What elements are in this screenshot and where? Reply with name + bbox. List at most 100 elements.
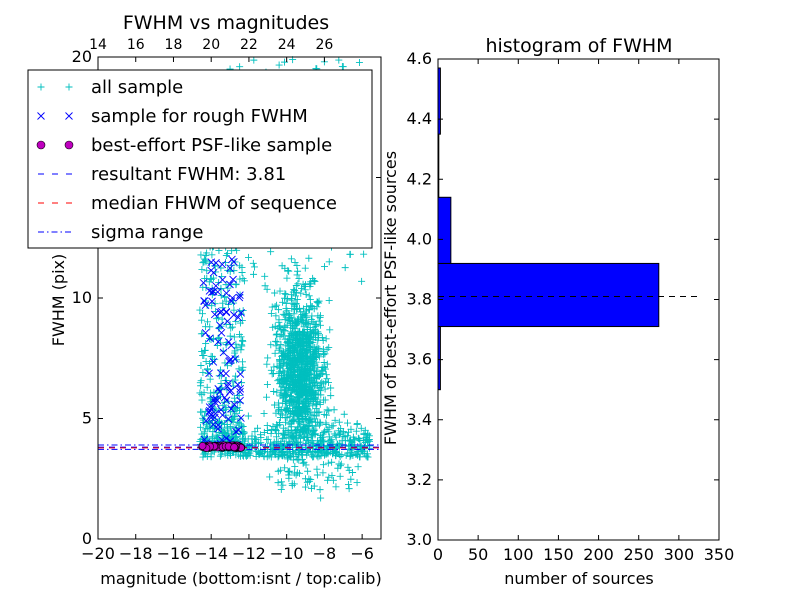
- all-sample-point: [278, 262, 286, 270]
- all-sample-point: [318, 364, 326, 371]
- rough-fwhm-sample-point: [235, 293, 244, 302]
- all-sample-point: [211, 355, 219, 363]
- all-sample-point: [276, 356, 284, 364]
- all-sample-point: [345, 485, 353, 493]
- all-sample-point: [284, 339, 292, 347]
- all-sample-point: [280, 359, 288, 367]
- all-sample-point: [250, 56, 258, 64]
- rough-fwhm-sample-point: [226, 280, 234, 289]
- all-sample-point: [197, 423, 205, 431]
- all-sample-point: [319, 380, 327, 388]
- all-sample-point: [281, 386, 289, 394]
- all-sample-point: [298, 313, 306, 321]
- all-sample-point: [288, 376, 296, 384]
- all-sample-point: [366, 442, 374, 450]
- all-sample-point: [198, 408, 206, 416]
- all-sample-point: [201, 412, 209, 420]
- rough-fwhm-sample-point: [236, 396, 244, 405]
- all-sample-point: [327, 438, 335, 446]
- all-sample-point: [307, 280, 315, 288]
- all-sample-point: [293, 296, 301, 304]
- all-sample-point: [292, 281, 300, 289]
- all-sample-point: [299, 332, 307, 340]
- all-sample-point: [238, 379, 246, 387]
- all-sample-point: [271, 302, 279, 310]
- top-x-tick-label: 18: [165, 37, 183, 53]
- all-sample-point: [339, 63, 347, 71]
- all-sample-point: [235, 420, 243, 428]
- all-sample-point: [268, 303, 276, 311]
- all-sample-point: [269, 423, 277, 431]
- all-sample-point: [198, 310, 206, 318]
- all-sample-point: [285, 310, 293, 318]
- all-sample-point: [275, 346, 283, 354]
- all-sample-point: [356, 453, 364, 461]
- all-sample-point: [325, 258, 333, 266]
- x-tick-label: −6: [350, 544, 374, 563]
- all-sample-point: [198, 390, 206, 398]
- all-sample-point: [331, 416, 339, 424]
- x-tick-label: −14: [194, 544, 228, 563]
- all-sample-point: [302, 410, 310, 418]
- all-sample-point: [267, 366, 275, 374]
- all-sample-point: [203, 267, 211, 275]
- rough-fwhm-sample-point: [223, 382, 232, 391]
- all-sample-point: [267, 309, 275, 317]
- all-sample-point: [250, 263, 258, 271]
- all-sample-point: [278, 383, 286, 391]
- all-sample-point: [218, 419, 226, 427]
- rough-fwhm-sample-point: [220, 393, 229, 402]
- all-sample-point: [320, 428, 328, 436]
- all-sample-point: [312, 401, 320, 409]
- all-sample-point: [300, 283, 308, 291]
- all-sample-point: [281, 58, 289, 66]
- legend-x-marker: [37, 112, 45, 120]
- all-sample-point: [244, 412, 252, 420]
- all-sample-point: [296, 352, 304, 360]
- all-sample-point: [300, 433, 308, 441]
- x-tick-label: −18: [119, 544, 153, 563]
- all-sample-point: [319, 367, 327, 375]
- all-sample-point: [273, 338, 281, 346]
- rough-fwhm-sample-point: [236, 291, 244, 299]
- all-sample-point: [228, 323, 236, 331]
- all-sample-point: [350, 436, 358, 444]
- all-sample-point: [344, 428, 352, 436]
- fwhm-vs-magnitudes-chart: −20 −18 −16 −14 −12 −10 −8 −6 14 16 18 20 22 24 26 0 5 10…: [27, 12, 382, 588]
- rough-fwhm-sample-point: [214, 421, 222, 430]
- all-sample-point: [340, 410, 348, 418]
- all-sample-point: [325, 344, 333, 352]
- all-sample-point: [293, 262, 301, 270]
- all-sample-point: [302, 312, 310, 320]
- all-sample-point: [353, 479, 361, 487]
- rough-fwhm-sample-point: [224, 338, 233, 346]
- all-sample-point: [231, 424, 239, 432]
- all-sample-point: [275, 370, 283, 378]
- all-sample-point: [230, 333, 238, 341]
- all-sample-point: [288, 482, 296, 490]
- all-sample-point: [303, 353, 311, 361]
- all-sample-point: [263, 360, 271, 368]
- legend-plus-marker: [37, 83, 45, 91]
- all-sample-point: [294, 408, 302, 416]
- all-sample-point: [230, 407, 238, 415]
- all-sample-point: [221, 258, 229, 266]
- all-sample-point: [313, 397, 321, 405]
- top-x-tick-label: 14: [89, 37, 107, 53]
- all-sample-point: [296, 348, 304, 356]
- all-sample-point: [199, 369, 207, 377]
- all-sample-point: [274, 422, 282, 430]
- rough-fwhm-sample-point: [224, 379, 233, 388]
- y-tick-label: 4.2: [407, 169, 432, 188]
- all-sample-point: [314, 409, 322, 417]
- scatter-title: FWHM vs magnitudes: [123, 12, 329, 34]
- rough-fwhm-sample-point: [227, 386, 235, 395]
- all-sample-point: [323, 375, 331, 383]
- all-sample-point: [309, 402, 317, 410]
- all-sample-point: [263, 285, 271, 293]
- all-sample-point: [354, 434, 362, 442]
- x-tick-label: −8: [313, 544, 337, 563]
- all-sample-point: [282, 379, 290, 387]
- rough-fwhm-sample-point: [230, 258, 238, 266]
- all-sample-point: [307, 432, 315, 440]
